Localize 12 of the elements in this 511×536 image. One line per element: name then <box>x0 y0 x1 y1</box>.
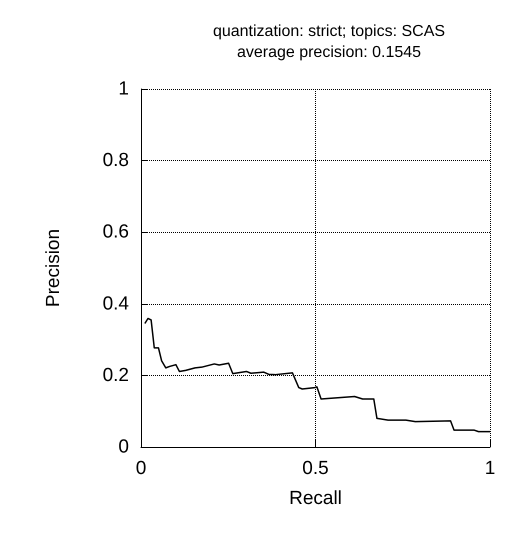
y-tick-label: 0.8 <box>102 150 129 172</box>
x-tick-label: 0.5 <box>302 458 329 479</box>
y-tick-label: 0 <box>118 436 129 458</box>
x-tick-label: 0 <box>136 458 146 479</box>
y-tick-label: 0.4 <box>102 293 130 314</box>
y-tick-label: 0.2 <box>102 364 129 386</box>
y-tick-label: 1 <box>118 78 129 100</box>
y-tick-label: 0.6 <box>102 222 129 243</box>
x-tick-label: 1 <box>484 458 496 479</box>
y-axis-title: Precision <box>43 228 64 308</box>
x-axis-title: Recall <box>289 488 342 509</box>
chart-title: quantization: strict; topics: SCAS average precision: 0.1545 <box>212 23 446 61</box>
